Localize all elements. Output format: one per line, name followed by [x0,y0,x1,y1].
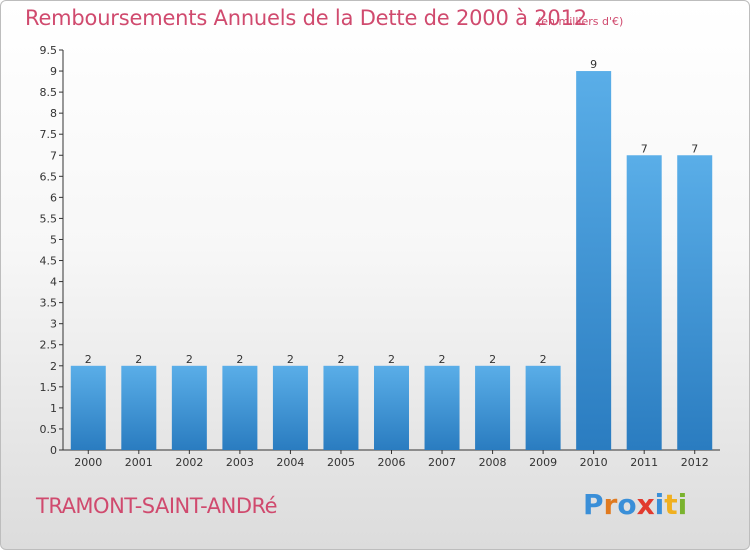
x-tick-label: 2010 [580,456,608,469]
bar [424,365,460,450]
bar-value-label: 2 [540,353,547,366]
y-tick-label: 4 [50,276,57,289]
bar [576,71,612,450]
proxiti-logo: Proxiti [583,488,687,521]
y-tick-label: 3 [50,318,57,331]
x-tick-label: 2003 [226,456,254,469]
logo-letter: x [636,488,655,521]
bar-value-label: 2 [135,353,142,366]
y-tick-label: 7 [50,149,57,162]
bar [222,365,258,450]
bar-value-label: 2 [85,353,92,366]
bar [323,365,359,450]
chart-title: Remboursements Annuels de la Dette de 20… [25,6,587,30]
logo-letter: o [617,488,637,521]
bar-value-label: 2 [388,353,395,366]
y-tick-label: 2.5 [40,339,58,352]
y-tick-label: 9 [50,65,57,78]
y-tick-label: 6.5 [40,170,58,183]
bar-value-label: 2 [337,353,344,366]
y-tick-label: 6 [50,191,57,204]
x-tick-label: 2002 [175,456,203,469]
logo-letter: t [664,488,678,521]
bar [272,365,308,450]
x-tick-label: 2000 [74,456,102,469]
y-tick-label: 0.5 [40,423,58,436]
x-tick-label: 2005 [327,456,355,469]
bar-value-label: 7 [691,142,698,155]
bar-value-label: 2 [439,353,446,366]
y-axis: 0 0.5 1 1.5 2 2.5 3 3.5 4 4.5 5 5.5 6 6.5 7 7.5 8 8.5 9 9.5 [40,44,64,457]
x-tick-label: 2007 [428,456,456,469]
bar [525,365,561,450]
bar-value-label: 2 [287,353,294,366]
bar [171,365,207,450]
bar-value-label: 9 [590,58,597,71]
bar [677,155,713,450]
logo-letter: r [603,488,618,521]
bar-value-label: 7 [641,142,648,155]
x-axis: 2000 2001 2002 2003 2004 2005 2006 2007 2008 2009… [63,449,720,469]
logo-letter: i [654,488,665,521]
y-tick-label: 7.5 [40,128,58,141]
bar [475,365,511,450]
x-tick-label: 2009 [529,456,557,469]
y-tick-label: 8.5 [40,86,58,99]
x-tick-label: 2011 [630,456,658,469]
logo-letter: P [583,488,604,521]
x-tick-label: 2012 [681,456,709,469]
y-tick-label: 5.5 [40,212,58,225]
bar-value-label: 2 [489,353,496,366]
y-tick-label: 1 [50,402,57,415]
bar [70,365,106,450]
y-tick-label: 4.5 [40,255,58,268]
x-tick-label: 2004 [276,456,304,469]
x-tick-label: 2008 [479,456,507,469]
bar [374,365,409,450]
bar [626,155,662,450]
y-tick-label: 3.5 [40,297,58,310]
y-tick-label: 1.5 [40,381,58,394]
y-tick-label: 5 [50,233,57,246]
y-tick-label: 0 [50,444,57,457]
bars: 2 2 2 2 2 2 2 2 2 2 9 7 7 [70,58,713,450]
bar-value-label: 2 [236,353,243,366]
y-tick-label: 9.5 [40,44,58,57]
x-tick-label: 2006 [378,456,406,469]
bar [121,365,157,450]
chart-unit: (en milliers d'€) [537,15,624,28]
logo-letter: i [677,488,688,521]
y-tick-label: 8 [50,107,57,120]
commune-name: TRAMONT-SAINT-ANDRé [36,494,278,518]
x-tick-label: 2001 [125,456,153,469]
bar-value-label: 2 [186,353,193,366]
y-tick-label: 2 [50,360,57,373]
